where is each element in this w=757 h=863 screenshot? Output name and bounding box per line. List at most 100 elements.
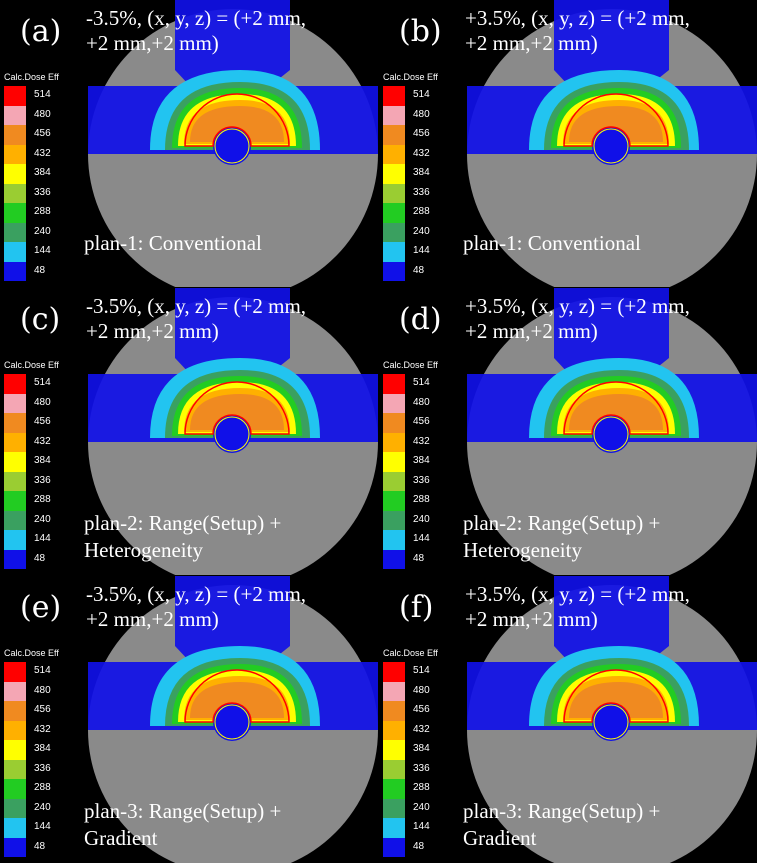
- legend-swatch: [4, 740, 26, 760]
- error-scenario-line-2: +2 mm,+2 mm): [86, 319, 219, 343]
- legend-swatch: [383, 452, 405, 472]
- legend-value: 48: [413, 264, 425, 276]
- dose-456: [190, 394, 284, 430]
- legend-row: 144: [4, 530, 74, 550]
- legend-value: 240: [34, 225, 51, 237]
- legend-row: 432: [383, 432, 453, 452]
- legend-row: 384: [4, 164, 74, 184]
- legend-value: 480: [413, 108, 430, 120]
- error-scenario-line-2: +2 mm,+2 mm): [86, 607, 219, 631]
- legend-title: Calc.Dose Eff: [383, 72, 438, 82]
- plan-caption-line-1: plan-2: Range(Setup) +: [84, 511, 282, 535]
- legend-row: 432: [4, 720, 74, 740]
- legend-swatch: [383, 681, 405, 701]
- dose-456: [569, 682, 663, 718]
- legend-swatch: [383, 203, 405, 223]
- dose-distribution-image: [467, 576, 757, 863]
- legend-value: 288: [34, 206, 51, 217]
- legend-row: 432: [4, 144, 74, 164]
- panel-label: (e): [20, 590, 62, 625]
- legend-row: 144: [4, 818, 74, 838]
- error-scenario-line-1: -3.5%, (x, y, z) = (+2 mm,: [86, 582, 307, 606]
- legend-swatch: [4, 681, 26, 701]
- panel-label: (c): [20, 302, 61, 337]
- dose-legend: Calc.Dose Eff 514 480 456 432 384 336 288 240 144…: [383, 360, 453, 569]
- legend-value: 432: [34, 147, 51, 159]
- dose-panel-b: (b) +3.5%, (x, y, z) = (+2 mm, +2 mm,+2 mm…: [379, 0, 757, 287]
- dose-distribution-image: [467, 288, 757, 575]
- legend-row: 514: [383, 86, 453, 106]
- beam-vertical: [175, 288, 290, 374]
- legend-value: 480: [34, 396, 51, 408]
- legend-value: 384: [34, 455, 51, 466]
- plan-caption: plan-3: Range(Setup) + Gradient: [84, 798, 281, 852]
- legend-swatch: [4, 413, 26, 433]
- plan-caption-line-2: Gradient: [463, 826, 537, 850]
- legend-value: 288: [413, 494, 430, 505]
- legend-row: 456: [4, 413, 74, 433]
- error-scenario-header: +3.5%, (x, y, z) = (+2 mm, +2 mm,+2 mm): [465, 582, 690, 632]
- legend-row: 240: [383, 798, 453, 818]
- plan-caption-line-1: plan-1: Conventional: [84, 231, 262, 255]
- plan-caption-line-2: Heterogeneity: [463, 538, 582, 562]
- legend-value: 456: [413, 128, 430, 139]
- legend-swatch: [383, 413, 405, 433]
- dose-panel-a: (a) -3.5%, (x, y, z) = (+2 mm, +2 mm,+2 mm…: [0, 0, 378, 287]
- legend-value: 48: [34, 552, 46, 564]
- beam-vertical: [554, 288, 669, 374]
- error-scenario-line-1: +3.5%, (x, y, z) = (+2 mm,: [465, 6, 690, 30]
- legend-row: 456: [4, 125, 74, 145]
- panel-label: (a): [20, 14, 62, 49]
- error-scenario-header: -3.5%, (x, y, z) = (+2 mm, +2 mm,+2 mm): [86, 582, 306, 632]
- spinal-cord-dose-hole: [592, 127, 630, 165]
- spinal-cord-dose-hole: [213, 415, 251, 453]
- legend-row: 514: [383, 662, 453, 682]
- legend-value: 336: [34, 474, 51, 486]
- legend-swatch: [383, 549, 405, 569]
- legend-row: 144: [383, 818, 453, 838]
- error-scenario-line-2: +2 mm,+2 mm): [465, 31, 598, 55]
- legend-swatch: [383, 432, 405, 452]
- legend-row: 384: [383, 452, 453, 472]
- dose-legend: Calc.Dose Eff 514 480 456 432 384 336 288 240 144…: [4, 648, 74, 857]
- error-scenario-line-2: +2 mm,+2 mm): [465, 607, 598, 631]
- legend-swatch: [4, 818, 26, 838]
- legend-swatch: [4, 701, 26, 721]
- panel-label: (d): [399, 302, 442, 337]
- spinal-cord-dose-hole: [592, 703, 630, 741]
- cord-contour: [593, 704, 629, 740]
- legend-value: 240: [413, 225, 430, 237]
- dose-legend: Calc.Dose Eff 514 480 456 432 384 336 288 240 144…: [383, 648, 453, 857]
- legend-value: 336: [413, 474, 430, 486]
- legend-swatch: [383, 837, 405, 857]
- legend-value: 144: [413, 533, 430, 544]
- legend-swatch: [383, 183, 405, 203]
- dose-legend: Calc.Dose Eff 514 480 456 432 384 336 288 240 144…: [4, 360, 74, 569]
- error-scenario-line-1: -3.5%, (x, y, z) = (+2 mm,: [86, 294, 307, 318]
- legend-row: 48: [4, 837, 74, 857]
- legend-value: 144: [34, 533, 51, 544]
- legend-value: 456: [413, 416, 430, 427]
- dose-panel-d: (d) +3.5%, (x, y, z) = (+2 mm, +2 mm,+2 mm…: [379, 288, 757, 575]
- error-scenario-line-1: -3.5%, (x, y, z) = (+2 mm,: [86, 6, 307, 30]
- legend-value: 144: [34, 245, 51, 256]
- legend-row: 384: [383, 740, 453, 760]
- legend-row: 48: [383, 261, 453, 281]
- legend-value: 144: [413, 245, 430, 256]
- legend-row: 288: [4, 779, 74, 799]
- legend-row: 432: [383, 144, 453, 164]
- legend-swatch: [4, 222, 26, 242]
- legend-row: 240: [383, 510, 453, 530]
- legend-swatch: [383, 759, 405, 779]
- legend-swatch: [4, 374, 26, 394]
- legend-swatch: [4, 471, 26, 491]
- legend-swatch: [383, 164, 405, 184]
- plan-caption-line-2: Gradient: [84, 826, 158, 850]
- error-scenario-header: +3.5%, (x, y, z) = (+2 mm, +2 mm,+2 mm): [465, 294, 690, 344]
- error-scenario-header: -3.5%, (x, y, z) = (+2 mm, +2 mm,+2 mm): [86, 6, 306, 56]
- legend-row: 336: [383, 471, 453, 491]
- plan-caption: plan-3: Range(Setup) + Gradient: [463, 798, 660, 852]
- dose-distribution-image: [88, 0, 378, 287]
- legend-value: 288: [413, 782, 430, 793]
- legend-value: 514: [34, 377, 51, 388]
